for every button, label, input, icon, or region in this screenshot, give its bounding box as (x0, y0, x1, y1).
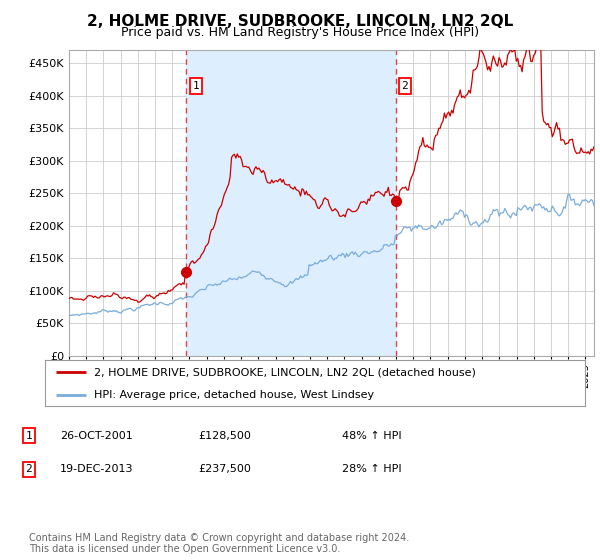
Text: 2: 2 (401, 81, 409, 91)
Text: 1: 1 (193, 81, 199, 91)
Text: 2: 2 (25, 464, 32, 474)
Text: Contains HM Land Registry data © Crown copyright and database right 2024.
This d: Contains HM Land Registry data © Crown c… (29, 533, 409, 554)
Text: 2, HOLME DRIVE, SUDBROOKE, LINCOLN, LN2 2QL: 2, HOLME DRIVE, SUDBROOKE, LINCOLN, LN2 … (87, 14, 513, 29)
Text: 26-OCT-2001: 26-OCT-2001 (60, 431, 133, 441)
Text: 19-DEC-2013: 19-DEC-2013 (60, 464, 133, 474)
Text: 28% ↑ HPI: 28% ↑ HPI (342, 464, 401, 474)
Text: HPI: Average price, detached house, West Lindsey: HPI: Average price, detached house, West… (94, 390, 374, 399)
Bar (187, 50, 395, 356)
Text: 1: 1 (25, 431, 32, 441)
Text: Price paid vs. HM Land Registry's House Price Index (HPI): Price paid vs. HM Land Registry's House … (121, 26, 479, 39)
Text: 48% ↑ HPI: 48% ↑ HPI (342, 431, 401, 441)
Text: £237,500: £237,500 (198, 464, 251, 474)
Text: 2, HOLME DRIVE, SUDBROOKE, LINCOLN, LN2 2QL (detached house): 2, HOLME DRIVE, SUDBROOKE, LINCOLN, LN2 … (94, 367, 475, 377)
Text: £128,500: £128,500 (198, 431, 251, 441)
